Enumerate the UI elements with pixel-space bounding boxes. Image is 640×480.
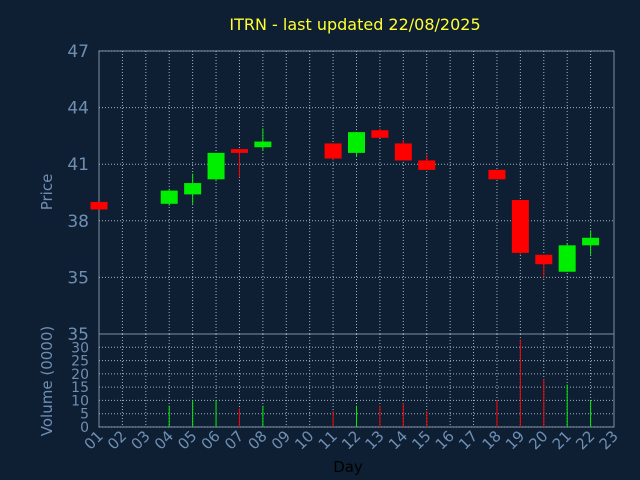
volume-axis-label: Volume (0000) (38, 326, 56, 436)
x-tick-label: 23 (596, 427, 622, 453)
candle-body (160, 190, 178, 204)
volume-tick-label: 30 (71, 340, 89, 356)
price-tick-label: 35 (67, 325, 89, 345)
volume-tick-label: 25 (71, 354, 89, 370)
chart-title: ITRN - last updated 22/08/2025 (229, 15, 480, 34)
candle-body (418, 160, 436, 170)
candle-body (371, 130, 389, 138)
price-tick-label: 38 (67, 212, 89, 232)
candle-body (90, 201, 108, 210)
candle-body (582, 237, 600, 246)
x-tick-label: 07 (221, 427, 247, 453)
price-tick-label: 41 (67, 155, 89, 175)
volume-tick-label: 0 (80, 420, 89, 436)
x-tick-label: 18 (479, 427, 505, 453)
price-axis-label: Price (38, 174, 56, 211)
volume-tick-label: 10 (71, 393, 89, 409)
x-tick-label: 17 (455, 427, 481, 453)
volume-tick-label: 20 (71, 367, 89, 383)
candle-body (324, 143, 342, 159)
x-tick-label: 22 (572, 427, 598, 453)
candle-body (394, 143, 412, 161)
x-tick-label: 13 (362, 427, 388, 453)
candle-body (207, 152, 225, 180)
candle-body (511, 200, 529, 253)
candle-body (254, 141, 272, 148)
candle-body (558, 245, 576, 272)
price-panel: 47 44 41 38 35 35 (67, 42, 615, 345)
x-tick-label: 14 (385, 427, 411, 453)
candle-body (535, 254, 553, 265)
price-tick-label: 44 (67, 99, 89, 119)
candle-body (184, 183, 202, 195)
x-tick-label: 03 (127, 427, 153, 453)
x-tick-label: 09 (268, 427, 294, 453)
x-axis-label: Day (333, 458, 363, 476)
x-tick-label: 05 (174, 427, 200, 453)
x-tick-label: 10 (291, 427, 317, 453)
x-tick-label: 16 (432, 427, 458, 453)
x-tick-label: 20 (525, 427, 551, 453)
x-tick-label: 11 (315, 427, 341, 453)
x-tick-label: 21 (549, 427, 575, 453)
x-tick-label: 02 (104, 427, 130, 453)
x-tick-label: 12 (338, 427, 364, 453)
x-tick-label: 04 (151, 427, 177, 453)
volume-tick-label: 15 (71, 380, 89, 396)
candle-body (488, 169, 506, 180)
price-tick-label: 35 (67, 268, 89, 288)
candle-body (348, 132, 365, 153)
price-tick-label: 47 (67, 42, 89, 62)
x-tick-label: 08 (244, 427, 270, 453)
x-tick-label: 19 (502, 427, 528, 453)
x-tick-label: 06 (198, 427, 224, 453)
x-tick-label: 15 (408, 427, 434, 453)
volume-tick-label: 5 (80, 407, 89, 423)
candle-body (230, 149, 248, 153)
